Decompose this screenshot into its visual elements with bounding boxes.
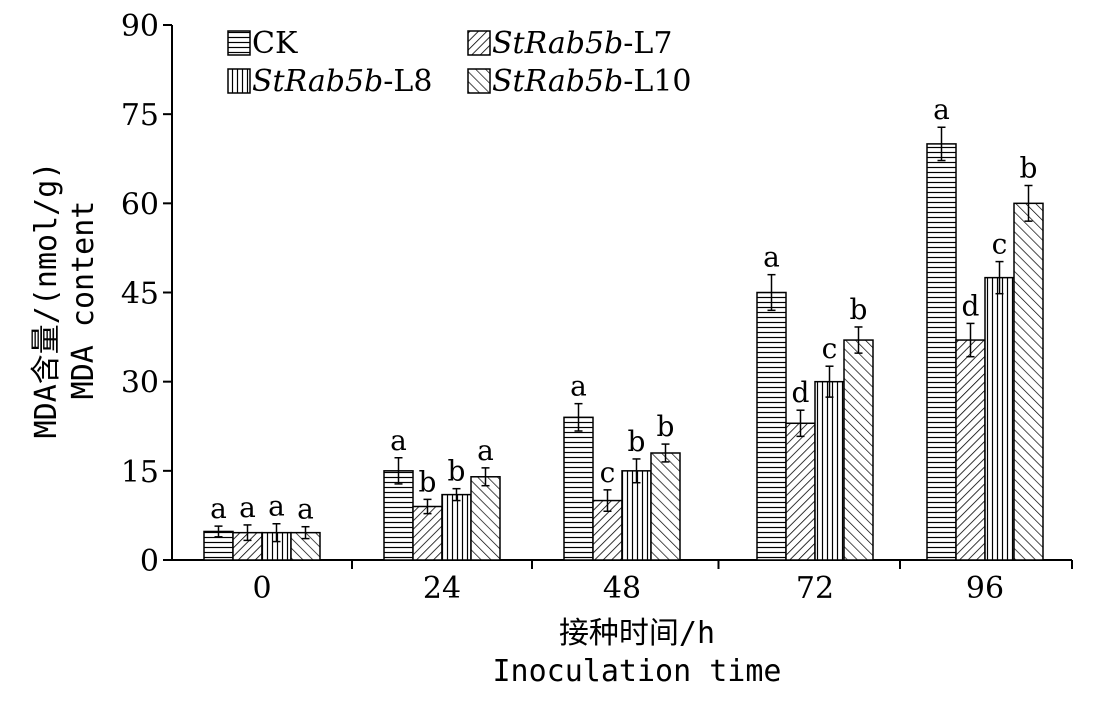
bar-vstripes	[814, 380, 845, 561]
bar-fwddiag	[1013, 202, 1044, 561]
y-tick-label: 60	[121, 187, 159, 222]
significance-letter: a	[570, 370, 587, 403]
legend-label-italic: StRab5b	[492, 26, 623, 61]
significance-letter: c	[600, 456, 616, 489]
significance-letter: d	[792, 376, 810, 409]
x-tick-label: 0	[252, 571, 271, 606]
x-axis-title-line1: 接种时间/h	[559, 616, 715, 651]
bar-backdiag	[955, 339, 986, 561]
significance-letter: b	[628, 425, 646, 458]
significance-letter: a	[477, 434, 494, 467]
bar-backdiag	[785, 422, 816, 561]
significance-letter: a	[763, 241, 780, 274]
significance-letter: a	[268, 490, 285, 523]
legend-label-suffix: -L7	[623, 26, 672, 61]
bar-fwddiag	[650, 452, 681, 561]
bar-fwddiag	[470, 476, 501, 561]
bar-vstripes	[621, 470, 652, 561]
significance-letter: a	[390, 424, 407, 457]
bar-backdiag	[412, 505, 443, 561]
significance-letter: c	[822, 332, 838, 365]
significance-letter: d	[962, 289, 980, 322]
significance-letter: a	[210, 492, 227, 525]
y-axis-ticks: 0 15 30 45 60 75 90	[121, 9, 172, 579]
y-tick-label: 30	[121, 366, 159, 401]
significance-letter: b	[850, 293, 868, 326]
significance-letter: b	[419, 465, 437, 498]
bar-hstripes	[756, 291, 787, 561]
legend-label-suffix: -L8	[383, 64, 432, 99]
significance-letter: b	[657, 410, 675, 443]
x-tick-label: 48	[603, 571, 641, 606]
legend-swatch	[467, 30, 491, 56]
y-axis-title: MDA含量/(nmol/g) MDA content	[29, 162, 101, 439]
bar-vstripes	[984, 276, 1015, 561]
x-axis-ticks: 0 24 48 72 96	[252, 560, 1073, 606]
bar-hstripes	[563, 416, 594, 561]
y-axis-title-line2: MDA content	[66, 201, 101, 400]
y-tick-label: 0	[140, 544, 159, 579]
bar-hstripes	[926, 143, 957, 561]
y-tick-label: 75	[121, 98, 159, 133]
y-tick-label: 15	[121, 455, 159, 490]
legend-swatch	[227, 68, 251, 94]
legend-label-suffix: -L10	[623, 64, 691, 99]
legend-swatch	[467, 68, 491, 94]
legend-label-italic: StRab5b	[492, 64, 623, 99]
significance-letter: b	[448, 455, 466, 488]
bar-fwddiag	[843, 339, 874, 561]
x-tick-label: 72	[796, 571, 834, 606]
significance-letter: b	[1020, 152, 1038, 185]
x-tick-label: 24	[423, 571, 461, 606]
significance-letter: a	[933, 93, 950, 126]
significance-letter: c	[992, 228, 1008, 261]
legend-label: StRab5b-L7	[492, 26, 672, 61]
significance-letter: a	[297, 493, 314, 526]
legend-label: StRab5b-L8	[252, 64, 432, 99]
legend-label: StRab5b-L10	[492, 64, 692, 99]
legend-label: CK	[252, 26, 298, 61]
y-tick-label: 90	[121, 9, 159, 44]
y-tick-label: 45	[121, 277, 159, 312]
significance-letter: a	[239, 491, 256, 524]
y-axis-title-line1: MDA含量/(nmol/g)	[29, 162, 64, 439]
x-tick-label: 96	[966, 571, 1004, 606]
x-axis-title-line2: Inoculation time	[493, 654, 782, 689]
legend-label-italic: StRab5b	[252, 64, 383, 99]
legend-swatch	[227, 30, 251, 56]
bar-vstripes	[441, 493, 472, 561]
